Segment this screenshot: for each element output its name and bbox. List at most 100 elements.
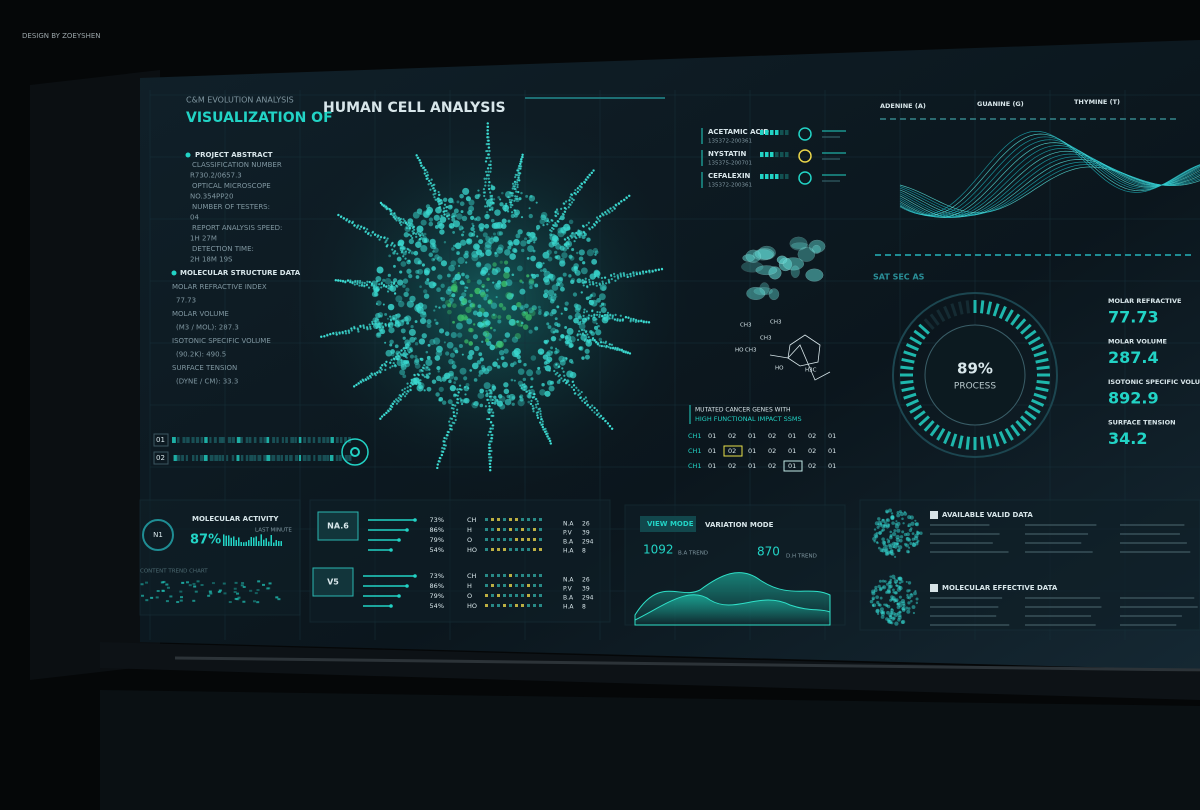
cell-particle: [452, 320, 455, 324]
cell-particle: [470, 226, 475, 232]
data-blob-particle: [869, 599, 874, 604]
ring-tick: [1004, 427, 1014, 441]
cell-particle: [592, 283, 595, 286]
cell-particle: [449, 385, 457, 392]
cell-particle: [452, 393, 457, 398]
cell-particle: [475, 216, 481, 222]
activity-bar: [250, 536, 252, 546]
cell-particle: [389, 343, 393, 347]
cell-particle: [470, 215, 475, 220]
cell-particle: [488, 143, 491, 146]
track-tick: [240, 437, 243, 443]
cell-particle: [589, 406, 592, 409]
cell-particle: [587, 314, 591, 317]
sample-code-value: 39: [582, 530, 590, 537]
cell-particle: [428, 372, 431, 375]
cell-particle: [482, 187, 486, 191]
cell-particle: [610, 343, 614, 346]
wave-tick: [1115, 254, 1121, 256]
cell-particle: [471, 362, 479, 370]
sample-cell: [509, 574, 512, 577]
ring-tick: [965, 300, 971, 314]
compound-level: [760, 152, 764, 157]
cell-particle: [486, 417, 489, 421]
cell-particle: [576, 333, 579, 336]
cell-particle: [440, 450, 443, 453]
activity-dot: [275, 596, 279, 599]
cell-particle: [516, 183, 519, 186]
activity-dot: [176, 601, 180, 604]
cell-particle: [489, 462, 492, 465]
cell-particle: [570, 361, 574, 365]
cell-particle: [517, 380, 523, 386]
cell-particle: [384, 312, 388, 316]
cell-particle: [487, 177, 490, 180]
data-blob-particle: [892, 588, 895, 592]
cell-particle: [489, 469, 492, 472]
cell-particle: [450, 332, 457, 339]
cell-particle: [400, 223, 403, 226]
cell-particle: [461, 226, 464, 230]
cell-particle: [489, 196, 493, 200]
cell-particle: [394, 292, 397, 295]
cell-particle: [542, 224, 545, 227]
cell-particle: [383, 236, 386, 239]
cell-particle: [425, 204, 431, 209]
blurred-line: [930, 542, 993, 544]
cell-particle: [560, 286, 565, 292]
ring-tick: [1004, 309, 1014, 323]
cell-particle: [588, 227, 591, 230]
cell-particle: [395, 295, 403, 303]
cell-particle: [465, 306, 472, 313]
cell-particle: [466, 279, 471, 284]
abstract-line: REPORT ANALYSIS SPEED:: [192, 224, 282, 232]
cell-particle: [604, 211, 607, 214]
cell-particle: [576, 230, 583, 237]
track-tick: [227, 437, 232, 443]
cell-particle: [395, 285, 399, 288]
cell-particle: [629, 272, 632, 275]
activity-dot: [161, 589, 165, 592]
cell-particle: [585, 224, 588, 227]
cell-particle: [423, 211, 430, 219]
cell-particle: [344, 280, 347, 283]
cell-particle: [386, 409, 389, 412]
cell-particle: [485, 393, 489, 398]
metric-value: 287.4: [1108, 348, 1159, 367]
sample-cell: [491, 584, 494, 587]
gene-cell: 01: [708, 447, 716, 455]
wave: [899, 133, 1200, 216]
cell-particle: [566, 370, 574, 378]
cell-particle: [448, 420, 451, 423]
cell-particle: [624, 350, 628, 353]
cell-particle: [345, 219, 348, 222]
cell-particle: [609, 207, 612, 210]
cell-particle: [487, 401, 491, 405]
cell-particle: [600, 307, 607, 314]
data-blob-particle: [881, 518, 885, 522]
reflection: [100, 690, 1200, 810]
cell-particle: [584, 348, 590, 354]
cell-particle: [485, 389, 488, 393]
cell-particle: [605, 213, 608, 216]
wave-tick: [1125, 254, 1131, 256]
cell-particle: [486, 174, 489, 177]
cell-particle: [426, 323, 432, 329]
cell-particle: [549, 229, 552, 232]
cell-particle: [454, 242, 462, 250]
cell-particle: [507, 245, 512, 250]
track-tick: [172, 437, 176, 443]
cell-particle: [413, 373, 416, 376]
scan-ring: [341, 438, 369, 466]
cell-particle: [452, 414, 456, 418]
cell-particle: [531, 404, 534, 408]
cell-particle: [632, 274, 636, 277]
compound-name: ACETAMIC ACID: [708, 128, 769, 136]
base-tick: [940, 118, 946, 120]
cell-particle: [438, 328, 445, 334]
ring-tick: [1010, 313, 1021, 326]
cell-particle: [473, 323, 476, 326]
cell-particle: [486, 125, 489, 128]
base-label: ADENINE (A): [880, 102, 926, 110]
cell-particle: [620, 275, 623, 278]
